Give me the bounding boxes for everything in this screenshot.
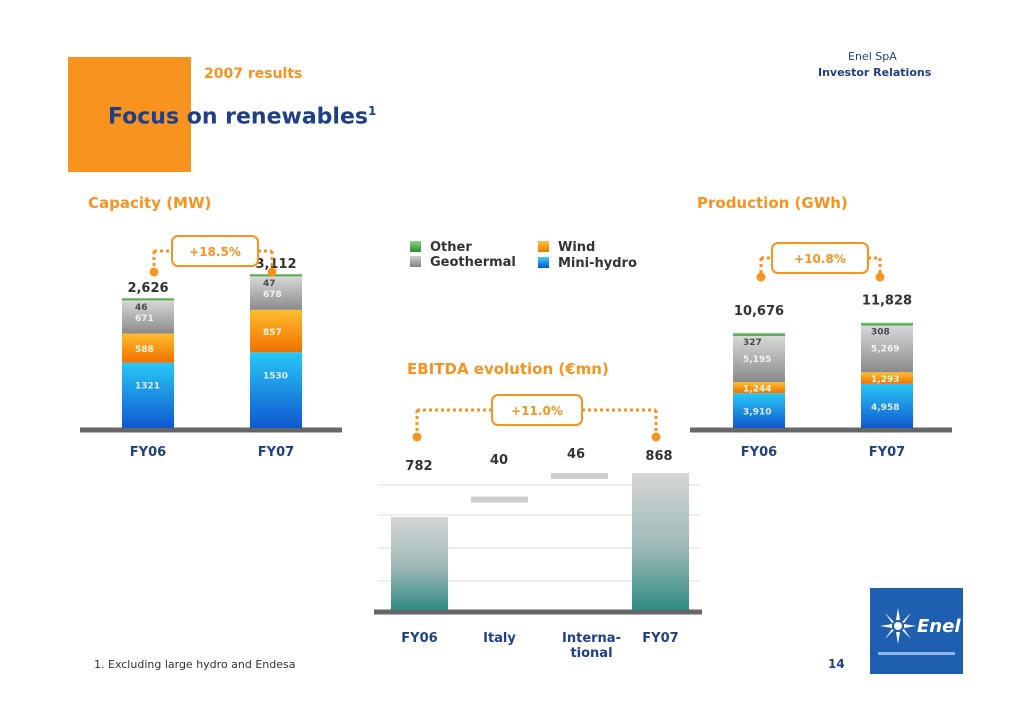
production-segment-label: 5,195 xyxy=(743,355,771,365)
header-orange-block xyxy=(68,57,191,172)
logo-text: Enel xyxy=(917,616,961,637)
production-bar-other-fy06 xyxy=(733,332,785,336)
capacity-bar-minihydro-fy06 xyxy=(122,362,174,428)
legend-swatch-other xyxy=(410,241,421,252)
ebitda-category-label: Interna- xyxy=(562,631,621,646)
production-segment-label: 5,269 xyxy=(871,344,899,354)
ebitda-value-label: 40 xyxy=(490,453,508,468)
ebitda-value-label: 868 xyxy=(645,449,672,464)
capacity-bar-wind-fy07 xyxy=(250,309,302,353)
capacity-segment-label: 588 xyxy=(135,345,154,355)
legend-item-other: Other xyxy=(410,240,472,255)
production-segment-label: 327 xyxy=(743,338,762,348)
production-category-label: FY07 xyxy=(869,445,905,460)
capacity-category-label: FY07 xyxy=(258,445,294,460)
ebitda-bracket-dot-right xyxy=(651,432,661,442)
production-bar-wind-fy06 xyxy=(733,382,785,394)
enel-logo: Enel xyxy=(870,588,963,674)
ebitda-category-label: FY06 xyxy=(401,631,437,646)
capacity-bar-minihydro-fy07 xyxy=(250,352,302,428)
ebitda-value-label: 46 xyxy=(567,447,585,462)
production-bar-minihydro-fy06 xyxy=(733,393,785,428)
production-category-label: FY06 xyxy=(741,445,777,460)
capacity-growth-label: +18.5% xyxy=(189,245,241,259)
capacity-segment-label: 678 xyxy=(263,290,282,300)
capacity-segment-label: 47 xyxy=(263,279,276,289)
capacity-segment-label: 671 xyxy=(135,314,154,324)
capacity-category-label: FY06 xyxy=(130,445,166,460)
capacity-total-label: 2,626 xyxy=(127,281,168,296)
ebitda-bar-fy06 xyxy=(391,516,448,610)
production-total-label: 10,676 xyxy=(734,304,784,319)
page-title-text: Focus on renewables xyxy=(108,104,368,130)
capacity-segment-label: 46 xyxy=(135,303,148,313)
production-segment-label: 308 xyxy=(871,328,890,338)
capacity-bar-geothermal-fy06 xyxy=(122,300,174,334)
production-segment-label: 4,958 xyxy=(871,403,899,413)
legend-label-minihydro: Mini-hydro xyxy=(558,256,637,271)
production-chart: 3,910 1,244 5,195 327 10,676 FY06 4,958 1,293 5,… xyxy=(690,242,952,460)
capacity-bar-geothermal-fy07 xyxy=(250,276,302,310)
legend-label-other: Other xyxy=(430,240,472,255)
ebitda-value-label: 782 xyxy=(405,459,432,474)
page-title: Focus on renewables1 xyxy=(108,104,376,129)
ebitda-growth-badge xyxy=(491,394,583,426)
production-bar-geothermal-fy07 xyxy=(861,325,913,373)
production-bracket-dot-right xyxy=(875,272,885,282)
production-bar-wind-fy07 xyxy=(861,372,913,384)
production-chart-title: Production (GWh) xyxy=(697,194,848,212)
production-growth-badge xyxy=(771,242,869,274)
capacity-bracket-dot-left xyxy=(149,267,159,277)
capacity-chart-title: Capacity (MW) xyxy=(88,194,212,212)
production-bracket-dot-left xyxy=(756,272,766,282)
legend-label-geothermal: Geothermal xyxy=(430,255,516,270)
legend-label-wind: Wind xyxy=(558,240,596,255)
production-segment-label: 1,293 xyxy=(871,375,899,385)
department-name: Investor Relations xyxy=(818,66,932,79)
page-subtitle: 2007 results xyxy=(204,66,303,82)
capacity-bar-other-fy06 xyxy=(122,298,174,301)
ebitda-category-label: tional xyxy=(570,646,612,661)
capacity-bar-other-fy07 xyxy=(250,273,302,277)
capacity-bar-wind-fy06 xyxy=(122,333,174,363)
title-footnote-mark: 1 xyxy=(367,104,377,118)
ebitda-category-label: Italy xyxy=(483,631,516,646)
page-number: 14 xyxy=(828,657,845,671)
capacity-segment-label: 1321 xyxy=(135,382,160,392)
company-name: Enel SpA xyxy=(848,50,897,63)
production-segment-label: 1,244 xyxy=(743,385,771,395)
legend-item-minihydro: Mini-hydro xyxy=(538,256,637,271)
capacity-bracket-dot-right xyxy=(267,267,277,277)
legend-item-wind: Wind xyxy=(538,240,595,255)
ebitda-category-label: FY07 xyxy=(642,631,678,646)
legend-swatch-minihydro xyxy=(538,257,549,268)
ebitda-chart-title: EBITDA evolution (€mn) xyxy=(407,360,609,378)
ebitda-bar-fy07 xyxy=(632,473,689,610)
ebitda-bar-italy xyxy=(471,496,528,503)
production-bar-other-fy07 xyxy=(861,322,913,326)
capacity-total-label: 3,112 xyxy=(255,257,296,272)
legend-item-geothermal: Geothermal xyxy=(410,255,516,270)
production-bar-minihydro-fy07 xyxy=(861,383,913,428)
production-total-label: 11,828 xyxy=(862,294,912,309)
footnote: 1. Excluding large hydro and Endesa xyxy=(94,658,296,671)
ebitda-bar-international xyxy=(551,473,608,479)
production-segment-label: 3,910 xyxy=(743,408,771,418)
enel-logo-icon: Enel xyxy=(870,588,963,674)
ebitda-growth-label: +11.0% xyxy=(511,404,563,418)
capacity-segment-label: 1530 xyxy=(263,371,288,381)
ebitda-chart: 782 FY06 40 Italy 46 Interna-tional 868 FY07 +11… xyxy=(374,394,702,661)
production-growth-label: +10.8% xyxy=(794,252,846,266)
legend-swatch-geothermal xyxy=(410,256,421,267)
production-bar-geothermal-fy06 xyxy=(733,335,785,383)
capacity-growth-badge xyxy=(171,235,259,267)
ebitda-bracket-dot-left xyxy=(412,432,422,442)
capacity-segment-label: 857 xyxy=(263,328,282,338)
legend-swatch-wind xyxy=(538,241,549,252)
